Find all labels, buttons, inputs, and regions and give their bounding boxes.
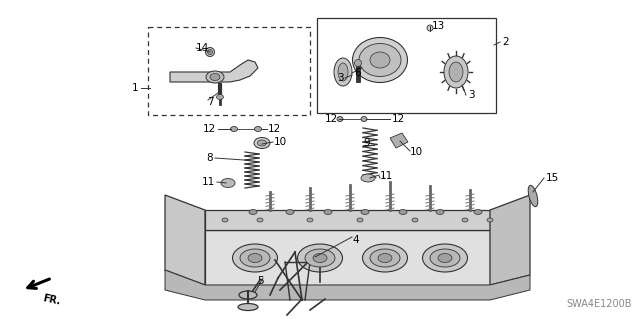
Ellipse shape bbox=[362, 244, 408, 272]
Ellipse shape bbox=[378, 254, 392, 263]
Ellipse shape bbox=[206, 71, 224, 83]
Text: 15: 15 bbox=[546, 173, 559, 183]
Polygon shape bbox=[390, 133, 408, 148]
Ellipse shape bbox=[355, 60, 362, 66]
Text: 8: 8 bbox=[206, 153, 213, 163]
Text: 6: 6 bbox=[354, 68, 360, 78]
Text: 1: 1 bbox=[131, 83, 138, 93]
Ellipse shape bbox=[361, 210, 369, 214]
Ellipse shape bbox=[222, 218, 228, 222]
Polygon shape bbox=[165, 270, 530, 300]
Ellipse shape bbox=[528, 185, 538, 207]
Ellipse shape bbox=[298, 244, 342, 272]
Ellipse shape bbox=[232, 244, 278, 272]
Ellipse shape bbox=[430, 249, 460, 267]
Text: 10: 10 bbox=[274, 137, 287, 147]
Text: 3: 3 bbox=[468, 90, 475, 100]
Text: 10: 10 bbox=[410, 147, 423, 157]
Text: 12: 12 bbox=[392, 114, 405, 124]
Ellipse shape bbox=[399, 210, 407, 214]
Ellipse shape bbox=[239, 291, 257, 299]
Ellipse shape bbox=[313, 254, 327, 263]
Ellipse shape bbox=[462, 218, 468, 222]
Text: 13: 13 bbox=[432, 21, 445, 31]
Bar bbox=[148, 27, 310, 115]
Text: 5: 5 bbox=[257, 276, 263, 286]
Ellipse shape bbox=[422, 244, 467, 272]
Ellipse shape bbox=[474, 210, 482, 214]
Text: 14: 14 bbox=[196, 43, 209, 53]
Ellipse shape bbox=[286, 210, 294, 214]
Ellipse shape bbox=[221, 179, 235, 188]
Ellipse shape bbox=[240, 249, 270, 267]
Ellipse shape bbox=[210, 73, 220, 80]
Polygon shape bbox=[165, 195, 205, 285]
Ellipse shape bbox=[444, 56, 468, 88]
Ellipse shape bbox=[427, 25, 433, 31]
Ellipse shape bbox=[305, 249, 335, 267]
Ellipse shape bbox=[255, 127, 262, 131]
Ellipse shape bbox=[436, 210, 444, 214]
Polygon shape bbox=[490, 195, 530, 285]
Text: FR.: FR. bbox=[42, 293, 61, 307]
Text: 4: 4 bbox=[352, 235, 358, 245]
Ellipse shape bbox=[207, 49, 212, 55]
Ellipse shape bbox=[370, 52, 390, 68]
Polygon shape bbox=[205, 210, 490, 230]
Text: 3: 3 bbox=[337, 73, 344, 83]
Text: 2: 2 bbox=[502, 37, 509, 47]
Ellipse shape bbox=[334, 58, 352, 86]
Ellipse shape bbox=[487, 218, 493, 222]
Text: 12: 12 bbox=[324, 114, 338, 124]
Ellipse shape bbox=[216, 94, 223, 100]
Text: 11: 11 bbox=[202, 177, 215, 187]
Ellipse shape bbox=[238, 303, 258, 310]
Ellipse shape bbox=[449, 62, 463, 82]
Ellipse shape bbox=[361, 174, 375, 182]
Ellipse shape bbox=[254, 137, 270, 149]
Polygon shape bbox=[170, 60, 258, 82]
Ellipse shape bbox=[324, 210, 332, 214]
Ellipse shape bbox=[257, 140, 266, 146]
Bar bbox=[317, 18, 496, 113]
Ellipse shape bbox=[357, 218, 363, 222]
Ellipse shape bbox=[230, 127, 237, 131]
Text: SWA4E1200B: SWA4E1200B bbox=[566, 299, 632, 309]
Ellipse shape bbox=[338, 63, 348, 81]
Ellipse shape bbox=[307, 218, 313, 222]
Text: 11: 11 bbox=[380, 171, 393, 181]
Text: 12: 12 bbox=[268, 124, 281, 134]
Ellipse shape bbox=[361, 116, 367, 122]
Ellipse shape bbox=[353, 38, 408, 83]
Ellipse shape bbox=[337, 116, 343, 122]
Ellipse shape bbox=[257, 218, 263, 222]
Ellipse shape bbox=[359, 43, 401, 77]
Text: 9: 9 bbox=[363, 138, 370, 148]
Ellipse shape bbox=[370, 249, 400, 267]
Ellipse shape bbox=[249, 210, 257, 214]
Text: 7: 7 bbox=[207, 97, 214, 107]
Ellipse shape bbox=[248, 254, 262, 263]
Ellipse shape bbox=[205, 48, 214, 56]
Polygon shape bbox=[205, 230, 490, 285]
Ellipse shape bbox=[438, 254, 452, 263]
Text: 12: 12 bbox=[203, 124, 216, 134]
Ellipse shape bbox=[412, 218, 418, 222]
